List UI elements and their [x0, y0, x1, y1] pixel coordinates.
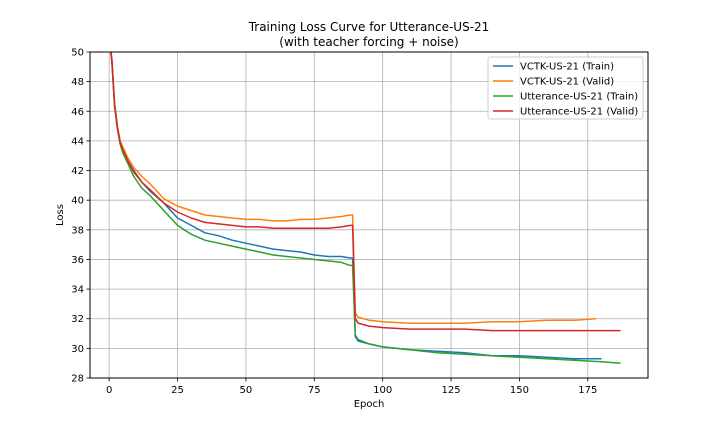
ticks: 0 25 50 75 100 125 150 175 28 30 32 34 36 38 40 42 44 46 4…: [71, 48, 597, 397]
x-tick-label: 0: [106, 385, 112, 396]
y-tick-label: 30: [71, 344, 84, 355]
x-tick-label: 100: [373, 385, 392, 396]
legend-label: Utterance-US-21 (Valid): [520, 107, 638, 118]
legend-label: VCTK-US-21 (Valid): [520, 77, 614, 88]
chart-title: Training Loss Curve for Utterance-US-21: [248, 20, 490, 34]
x-tick-label: 175: [578, 385, 597, 396]
y-tick-label: 28: [71, 374, 84, 385]
grid: [90, 51, 648, 379]
x-axis-label: Epoch: [354, 399, 385, 410]
chart-subtitle: (with teacher forcing + noise): [279, 35, 458, 49]
series-line-1: [110, 52, 597, 324]
series-line-2: [109, 52, 621, 364]
y-tick-label: 50: [71, 48, 84, 59]
plot-frame: [89, 51, 649, 379]
series-line-3: [110, 52, 621, 332]
legend-box: [487, 56, 644, 120]
x-tick-label: 125: [442, 385, 461, 396]
y-axis-label: Loss: [55, 204, 66, 226]
y-tick-label: 40: [71, 196, 84, 207]
y-tick-label: 42: [71, 166, 84, 177]
series-lines: [109, 52, 621, 364]
y-tick-label: 38: [71, 225, 84, 236]
y-tick-label: 32: [71, 314, 84, 325]
legend: VCTK-US-21 (Train) VCTK-US-21 (Valid) Utte…: [487, 56, 644, 120]
legend-label: Utterance-US-21 (Train): [520, 92, 638, 103]
legend-label: VCTK-US-21 (Train): [520, 62, 614, 73]
y-tick-label: 48: [71, 77, 84, 88]
x-tick-label: 75: [308, 385, 321, 396]
x-tick-label: 150: [510, 385, 529, 396]
y-tick-label: 34: [71, 285, 84, 296]
x-tick-label: 25: [171, 385, 184, 396]
y-tick-label: 36: [71, 255, 84, 266]
y-tick-label: 44: [71, 136, 84, 147]
x-tick-label: 50: [240, 385, 253, 396]
y-tick-label: 46: [71, 107, 84, 118]
